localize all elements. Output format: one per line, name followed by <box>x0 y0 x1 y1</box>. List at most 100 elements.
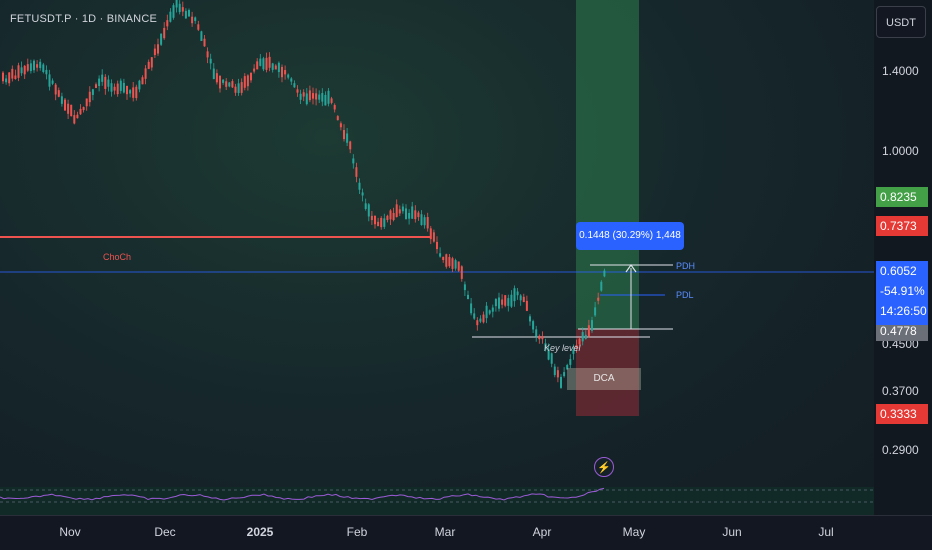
candle-body <box>355 167 358 177</box>
candle-body <box>420 214 423 225</box>
candle-body <box>299 93 302 100</box>
time-label: 2025 <box>246 525 274 539</box>
candle-body <box>11 68 14 79</box>
candle-body <box>274 65 277 70</box>
candle-body <box>575 345 578 349</box>
candle-body <box>157 44 159 54</box>
candle-body <box>346 133 349 143</box>
target-zone[interactable] <box>576 0 639 329</box>
candle-body <box>451 258 454 269</box>
time-label: Mar <box>434 525 456 539</box>
candle-body <box>408 212 411 219</box>
candle-body <box>370 215 373 221</box>
candle-body <box>463 284 466 291</box>
candle-body <box>129 90 132 94</box>
price-axis[interactable] <box>874 0 932 515</box>
candle-body <box>426 217 429 229</box>
time-label: Dec <box>154 525 176 539</box>
candle-body <box>163 27 166 39</box>
dca-zone[interactable]: DCA <box>567 368 641 390</box>
currency-button[interactable]: USDT <box>876 6 926 38</box>
price-label: 1.0000 <box>882 144 919 158</box>
candle-body <box>82 107 85 111</box>
candle-body <box>70 104 73 117</box>
candle-body <box>572 349 575 354</box>
candle-body <box>457 261 460 271</box>
candle-body <box>219 75 221 89</box>
candle-body <box>253 68 256 72</box>
price-label: 0.3700 <box>882 384 919 398</box>
candle-body <box>206 51 209 58</box>
time-label: Nov <box>59 525 81 539</box>
candle-body <box>79 108 82 115</box>
candle-body <box>60 96 63 104</box>
price-label: 1.4000 <box>882 64 919 78</box>
candle-body <box>544 343 547 350</box>
candle-body <box>324 94 327 106</box>
candle-body <box>67 103 70 114</box>
time-axis[interactable]: Nov Dec 2025 Feb Mar Apr May Jun Jul <box>0 515 932 550</box>
candle-body <box>271 63 274 70</box>
candle-body <box>141 77 144 85</box>
candle-body <box>150 57 153 68</box>
candle-body <box>246 75 249 87</box>
candle-body <box>600 281 603 291</box>
candle-body <box>200 31 203 41</box>
candle-body <box>417 212 420 218</box>
price-chart[interactable] <box>0 0 932 515</box>
candles <box>2 0 606 389</box>
candle-body <box>181 7 184 12</box>
candle-body <box>494 298 497 307</box>
candle-body <box>277 62 280 73</box>
candle-body <box>14 75 17 79</box>
candle-body <box>482 314 485 323</box>
candle-body <box>516 291 519 296</box>
candle-body <box>262 58 265 70</box>
candle-body <box>243 76 246 88</box>
candle-body <box>91 89 94 95</box>
indicator-pane <box>0 487 874 515</box>
candle-body <box>305 93 308 105</box>
candle-body <box>473 313 476 319</box>
candle-body <box>343 130 345 140</box>
candle-body <box>95 84 97 88</box>
candle-body <box>39 61 42 69</box>
symbol-title[interactable]: FETUSDT.P · 1D · BINANCE <box>10 13 158 25</box>
candle-body <box>364 203 367 209</box>
candle-body <box>144 68 147 79</box>
candle-body <box>160 33 163 45</box>
candle-body <box>411 206 414 219</box>
measure-label[interactable]: 0.1448 (30.29%) 1,448 <box>576 222 684 250</box>
candle-body <box>504 295 507 306</box>
candle-body <box>126 85 128 95</box>
candle-body <box>265 57 268 70</box>
candle-body <box>327 90 330 104</box>
candle-body <box>101 74 104 82</box>
lightning-icon[interactable]: ⚡ <box>594 457 614 477</box>
candle-body <box>281 66 283 78</box>
candle-body <box>17 65 20 78</box>
target-price-tag: 0.8235 <box>876 187 928 207</box>
candle-body <box>250 72 252 81</box>
current-price: 0.6052 <box>880 264 917 278</box>
candle-body <box>476 320 479 326</box>
candle-body <box>405 208 407 220</box>
candle-body <box>591 320 593 331</box>
candle-body <box>454 260 457 269</box>
stop-zone[interactable] <box>576 329 639 416</box>
candle-body <box>556 370 559 378</box>
time-label: May <box>622 525 646 539</box>
candle-body <box>532 321 535 330</box>
candle-body <box>175 0 178 8</box>
candle-body <box>122 82 125 93</box>
candle-body <box>470 303 473 314</box>
candle-body <box>333 105 336 110</box>
candle-body <box>212 68 215 80</box>
candle-body <box>240 82 243 93</box>
candle-body <box>231 81 234 88</box>
candle-body <box>597 297 600 301</box>
candle-body <box>491 307 494 312</box>
indicator-line <box>0 487 605 501</box>
pdl-label: PDL <box>676 290 694 300</box>
